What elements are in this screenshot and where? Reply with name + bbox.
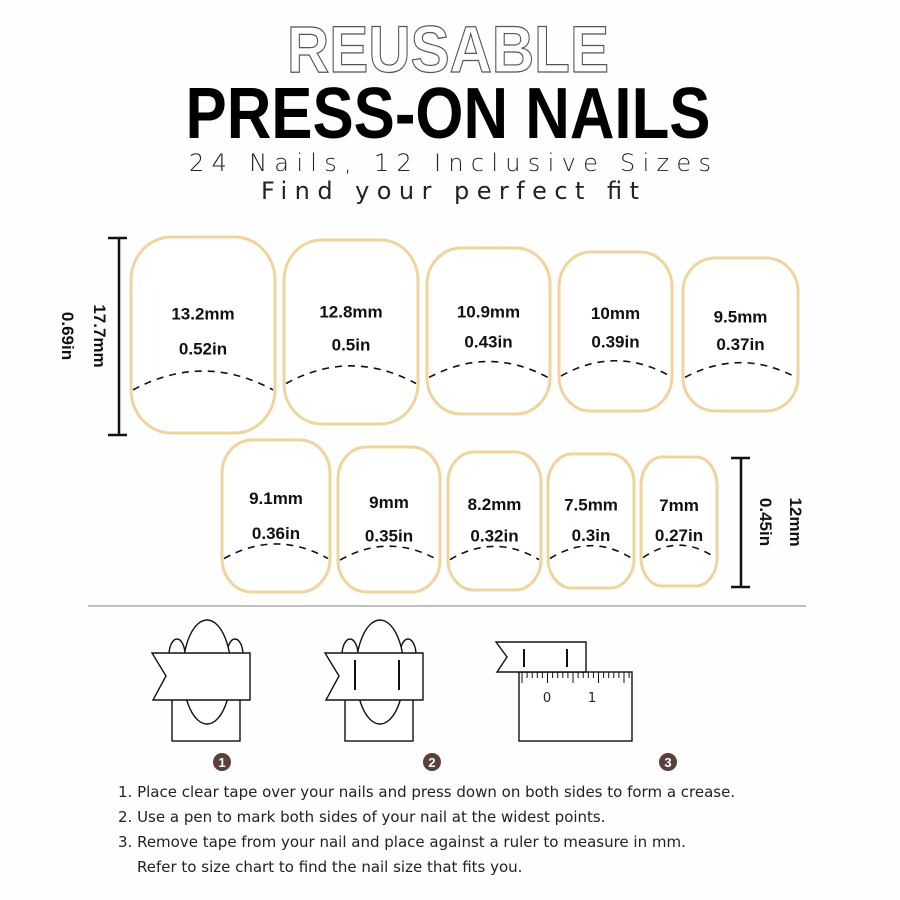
title-outline: REUSABLE [287,12,609,86]
nail-width-mm: 10.9mm [457,303,520,322]
length-indicator-left [108,236,127,437]
nail-width-in: 0.3in [572,526,611,545]
ruler-label-1: 1 [588,691,596,706]
length-right-in: 0.45in [756,498,775,546]
subtitle-sizes: 24 Nails, 12 Inclusive Sizes [189,149,711,177]
nail-width-mm: 12.8mm [319,302,382,321]
length-left-mm: 17.7mm [90,304,109,367]
nail-size-4: 10mm 0.39in [557,250,674,413]
nail-width-in: 0.36in [252,524,300,543]
nail-size-grid: 13.2mm 0.52in 12.8mm 0.5in 10.9mm 0.43in 10mm 0… [129,235,800,594]
nail-width-in: 0.52in [179,340,227,359]
cuticle-line [449,545,540,561]
nail-outline [220,438,332,594]
subtitle-fit: Find your perfect fit [261,177,639,205]
step-badges: 1 2 3 [213,753,677,771]
cuticle-line [642,544,716,559]
nail-outline [546,452,636,590]
nail-size-2: 12.8mm 0.5in [282,238,420,426]
nail-size-3: 10.9mm 0.43in [425,246,552,416]
nail-outline [336,445,442,594]
instruction-3: 3. Remove tape from your nail and place … [118,833,686,851]
length-left-in: 0.69in [58,312,77,360]
step-badge-2 [423,753,441,771]
title-bold: PRESS-ON NAILS [186,74,711,154]
cuticle-line [684,361,797,379]
step-3-illustration [494,641,633,742]
nail-size-5: 9.5mm 0.37in [681,256,800,413]
nail-size-10: 7mm 0.27in [639,455,719,588]
nail-outline [557,250,674,413]
nail-width-in: 0.35in [365,526,413,545]
nail-width-mm: 13.2mm [171,304,234,323]
nail-size-1: 13.2mm 0.52in [129,235,277,435]
cuticle-line [428,360,549,379]
cuticle-line [285,365,417,385]
step-2-illustration [323,619,424,742]
length-right-mm: 12mm [786,497,805,546]
nail-width-mm: 9.1mm [249,489,303,508]
step-badge-1 [213,753,231,771]
nail-width-mm: 8.2mm [468,495,522,514]
instruction-1: 1. Place clear tape over your nails and … [118,783,736,801]
nail-size-6: 9.1mm 0.36in [220,438,332,594]
nail-width-in: 0.27in [655,526,703,545]
instruction-note: Refer to size chart to find the nail siz… [137,858,523,876]
nail-width-mm: 9mm [369,493,409,512]
nail-width-mm: 10mm [591,304,640,323]
nail-outline [282,238,420,426]
nail-width-in: 0.43in [464,333,512,352]
nail-size-7: 9mm 0.35in [336,445,442,594]
cuticle-line [560,360,671,377]
nail-outline [639,455,719,588]
nail-outline [425,246,552,416]
nail-width-in: 0.5in [332,335,371,354]
nail-width-in: 0.39in [591,332,639,351]
nail-outline [681,256,800,413]
cuticle-line [132,370,274,391]
cuticle-line [339,545,439,561]
step-badge-2-label: 2 [428,755,435,770]
nail-size-8: 8.2mm 0.32in [446,450,543,592]
nail-width-mm: 7mm [659,496,699,515]
nail-width-in: 0.37in [716,335,764,354]
cuticle-line [549,544,633,560]
step-1-illustration [150,619,251,742]
nail-outline [129,235,277,435]
step-badge-3-label: 3 [664,755,671,770]
ruler-label-0: 0 [543,691,551,706]
length-indicator-right [731,456,750,589]
instruction-2: 2. Use a pen to mark both sides of your … [118,808,606,826]
step-badge-3 [659,753,677,771]
nail-size-9: 7.5mm 0.3in [546,452,636,590]
nail-width-mm: 9.5mm [714,307,768,326]
cuticle-line [223,543,329,560]
nail-outline [446,450,543,592]
nail-width-mm: 7.5mm [564,495,618,514]
nail-width-in: 0.32in [470,527,518,546]
step-badge-1-label: 1 [218,755,225,770]
